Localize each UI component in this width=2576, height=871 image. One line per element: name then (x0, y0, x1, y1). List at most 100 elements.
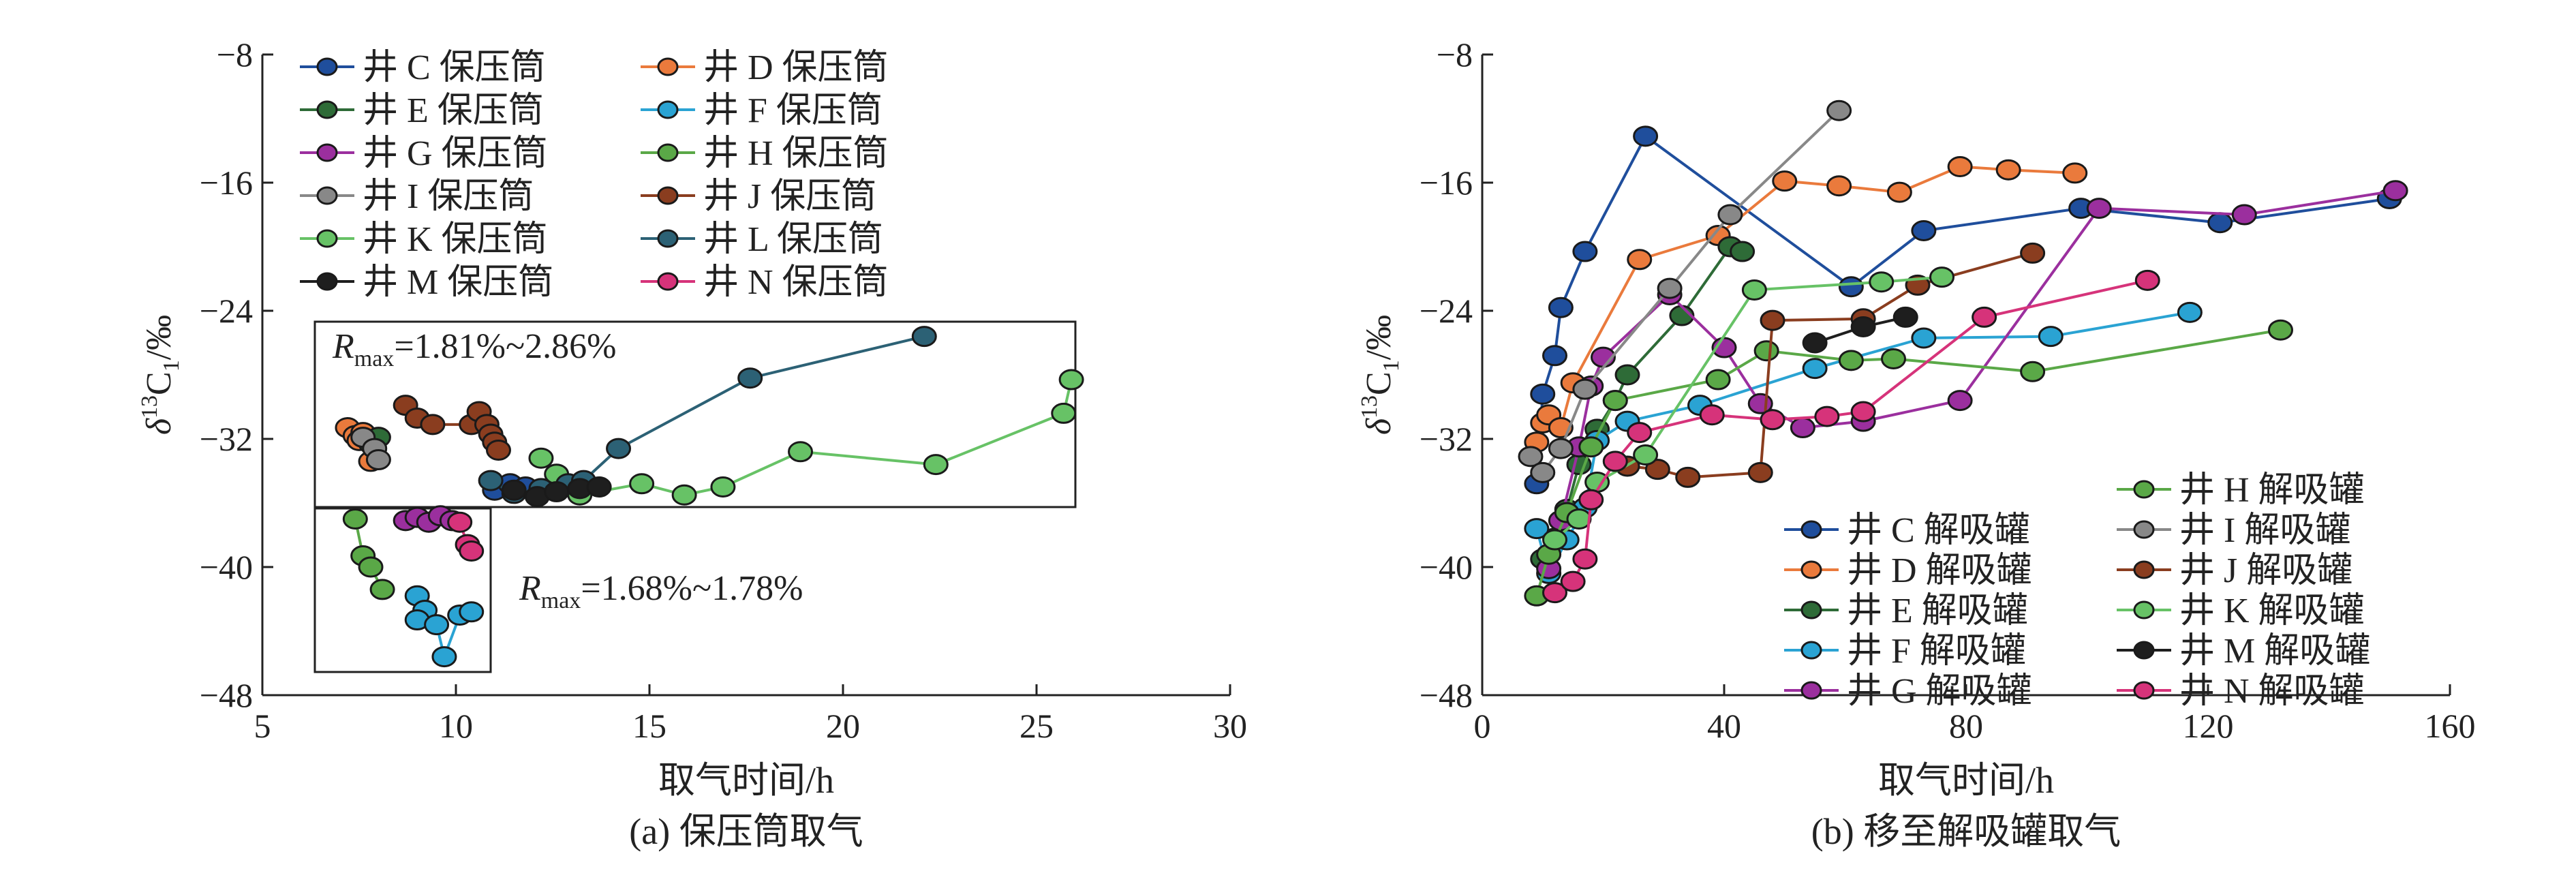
legend-label: 井 N 保压筒 (703, 263, 889, 302)
y-tick-label: −32 (1420, 420, 1473, 458)
legend-item-m: 井 M 解吸罐 (2117, 632, 2370, 671)
data-point (358, 556, 384, 578)
series-line (1535, 134, 2390, 484)
data-point (1947, 390, 1973, 412)
legend-label: 井 E 保压筒 (363, 91, 544, 130)
legend-marker (657, 186, 679, 205)
data-point (1772, 170, 1798, 192)
data-point (629, 473, 655, 495)
data-point (1542, 582, 1567, 604)
panel-caption: (a) 保压筒取气 (629, 811, 863, 852)
series-k (528, 369, 1084, 506)
series-h (342, 508, 395, 600)
annotation-box (313, 507, 492, 673)
y-axis-label-main: C (1360, 371, 1398, 395)
legend-label: 井 M 保压筒 (363, 263, 553, 302)
data-point (1850, 401, 1876, 423)
legend-marker (1800, 600, 1822, 620)
data-point (1051, 402, 1077, 424)
series-n (447, 511, 485, 562)
series-k (1542, 266, 1954, 551)
legend-item-h: 井 H 解吸罐 (2117, 471, 2365, 510)
y-axis-label-sup: 13 (137, 395, 162, 418)
y-tick-label: −16 (200, 164, 253, 202)
data-point (1753, 340, 1779, 362)
x-tick-label: 40 (1707, 707, 1741, 745)
x-tick-label: 20 (826, 707, 860, 745)
legend-item-n: 井 N 保压筒 (641, 263, 889, 302)
data-point (2134, 269, 2160, 291)
legend-marker (2133, 520, 2155, 539)
x-tick-label: 30 (1213, 707, 1247, 745)
data-point (2382, 180, 2408, 202)
legend-label: 井 K 保压筒 (363, 220, 548, 259)
data-point (365, 449, 391, 471)
data-point (1058, 369, 1084, 391)
series-line (540, 379, 1073, 497)
legend-label: 井 D 解吸罐 (1847, 551, 2032, 590)
legend-marker (316, 186, 338, 205)
y-axis-label-sup: 13 (1357, 395, 1382, 418)
series-n (1542, 269, 2160, 604)
y-axis-label: δ13C1/‰ (1357, 315, 1404, 435)
series-i (350, 427, 391, 471)
legend-label: 井 D 保压筒 (703, 48, 889, 87)
data-point (1947, 156, 1973, 177)
y-axis-label-suffix: /‰ (1360, 315, 1398, 360)
legend-item-i: 井 I 解吸罐 (2117, 511, 2350, 550)
legend-marker (657, 229, 679, 248)
data-point (1705, 369, 1731, 391)
data-point (1542, 529, 1567, 551)
annotation-sub: max (541, 588, 581, 613)
legend-marker (657, 272, 679, 291)
data-point (606, 438, 632, 459)
legend-label: 井 I 解吸罐 (2179, 511, 2350, 550)
legend-marker (1800, 560, 1822, 579)
y-axis-label-main: C (140, 371, 179, 395)
legend-marker (1800, 520, 1822, 539)
data-point (1838, 276, 1864, 298)
data-point (1566, 508, 1592, 530)
legend-marker (657, 143, 679, 162)
data-point (1802, 358, 1828, 380)
data-point (1699, 404, 1725, 426)
x-tick-label: 80 (1949, 707, 1983, 745)
data-point (1886, 181, 1912, 203)
data-point (1929, 266, 1954, 288)
y-tick-label: −16 (1420, 164, 1473, 202)
data-point (1850, 316, 1876, 337)
data-point (1633, 125, 1659, 147)
data-point (420, 414, 446, 436)
legend-marker (316, 229, 338, 248)
legend-item-e: 井 E 解吸罐 (1784, 592, 2028, 630)
series-i (1518, 100, 1852, 483)
data-point (1972, 306, 1997, 328)
annotation-r: R (519, 569, 541, 608)
x-tick-label: 10 (439, 707, 473, 745)
y-tick-label: −24 (1420, 292, 1473, 330)
data-point (2231, 204, 2257, 226)
legend-item-m: 井 M 保压筒 (300, 263, 553, 302)
data-point (1826, 100, 1852, 121)
legend-marker (1800, 681, 1822, 700)
data-point (1602, 390, 1628, 412)
x-tick-label: 15 (632, 707, 666, 745)
data-point (1548, 296, 1574, 318)
legend-label: 井 H 保压筒 (703, 134, 889, 173)
data-point (342, 508, 368, 530)
y-tick-label: −8 (217, 35, 253, 74)
series-c (1524, 125, 2402, 495)
y-axis-label-prefix: δ (140, 418, 179, 435)
data-point (1602, 450, 1628, 472)
data-point (1741, 279, 1767, 301)
y-axis-label-prefix: δ (1360, 418, 1398, 435)
legend-marker (316, 143, 338, 162)
data-point (1633, 444, 1659, 465)
legend-item-g: 井 G 解吸罐 (1784, 672, 2032, 711)
legend-marker (2133, 600, 2155, 620)
data-point (1760, 409, 1785, 431)
y-tick-label: −8 (1437, 35, 1473, 74)
legend-label: 井 I 保压筒 (363, 177, 534, 216)
data-point (1644, 459, 1670, 480)
